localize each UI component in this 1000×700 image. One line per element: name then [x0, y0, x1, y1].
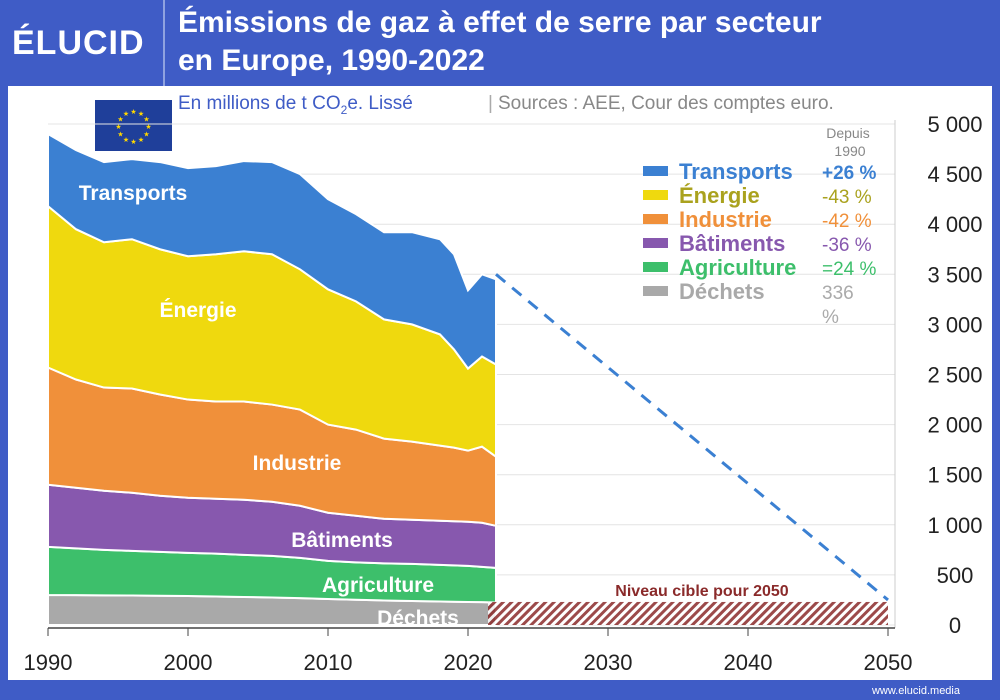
y-tick-label: 2 500: [927, 363, 982, 388]
x-tick-label: 2020: [444, 650, 493, 675]
y-tick-label: 5 000: [927, 112, 982, 137]
legend-swatch: [643, 262, 668, 272]
flag-star: ★: [130, 108, 136, 116]
area-label: Transports: [79, 182, 188, 205]
x-tick-label: 2040: [724, 650, 773, 675]
area-label: Énergie: [159, 299, 236, 322]
legend-label: Industrie: [679, 207, 772, 232]
footer-url: www.elucid.media: [871, 685, 960, 697]
legend-label: Agriculture: [679, 255, 796, 280]
title-line-1: Émissions de gaz à effet de serre par se…: [178, 6, 822, 39]
legend-change: -36 %: [822, 235, 872, 256]
area-transports: [47, 132, 497, 370]
flag-star: ★: [123, 136, 129, 144]
y-tick-label: 1 500: [927, 463, 982, 488]
legend-change: =24 %: [822, 259, 877, 280]
x-tick-label: 2030: [584, 650, 633, 675]
flag-star: ★: [138, 110, 144, 118]
legend-swatch: [643, 214, 668, 224]
flag-star: ★: [145, 123, 151, 131]
legend-change: 336%: [822, 283, 854, 328]
x-tick-label: 2010: [304, 650, 353, 675]
y-tick-label: 2 000: [927, 413, 982, 438]
eu-flag-icon: ★ ★★★★★★★★★★★: [95, 100, 172, 151]
area-label: Déchets: [377, 607, 459, 630]
target-band: [488, 601, 888, 625]
y-tick-label: 0: [949, 613, 961, 638]
elucid-logo: ÉLUCID: [12, 24, 145, 62]
legend-change: -42 %: [822, 211, 872, 232]
legend-swatch: [643, 286, 668, 296]
legend-header: Depuis: [826, 125, 870, 141]
separator: |: [488, 93, 493, 114]
flag-star: ★: [123, 110, 129, 118]
y-tick-label: 1 000: [927, 513, 982, 538]
y-tick-label: 500: [937, 563, 974, 588]
flag-star: ★: [115, 123, 121, 131]
x-tick-label: 2000: [164, 650, 213, 675]
flag-star: ★: [143, 116, 149, 124]
x-tick-label: 1990: [24, 650, 73, 675]
flag-star: ★: [117, 131, 123, 139]
area-label: Bâtiments: [291, 529, 393, 552]
flag-star: ★: [130, 138, 136, 146]
y-tick-label: 3 000: [927, 312, 982, 337]
legend-label: Déchets: [679, 279, 765, 304]
legend-change: -43 %: [822, 187, 872, 208]
y-tick-label: 4 500: [927, 162, 982, 187]
legend-header-year: 1990: [834, 143, 865, 159]
flag-star: ★: [143, 131, 149, 139]
title-line-2: en Europe, 1990-2022: [178, 44, 485, 77]
y-tick-label: 4 000: [927, 212, 982, 237]
chart-title: Émissions de gaz à effet de serre par se…: [178, 4, 978, 80]
trajectory-line: [495, 273, 889, 602]
legend-change: +26 %: [822, 163, 877, 184]
flag-star: ★: [138, 136, 144, 144]
legend-swatch: [643, 190, 668, 200]
target-label: Niveau cible pour 2050: [615, 583, 789, 600]
legend-swatch: [643, 238, 668, 248]
legend-swatch: [643, 166, 668, 176]
area-label: Agriculture: [322, 574, 434, 597]
legend-label: Transports: [679, 159, 793, 184]
flag-star: ★: [117, 116, 123, 124]
header: ÉLUCID Émissions de gaz à effet de serre…: [0, 0, 1000, 86]
area-label: Industrie: [253, 452, 342, 475]
subtitle: En millions de t CO2e. Lissé: [178, 93, 413, 117]
y-tick-label: 3 500: [927, 262, 982, 287]
x-tick-label: 2050: [864, 650, 913, 675]
header-divider: [163, 0, 165, 86]
sources: Sources : AEE, Cour des comptes euro.: [498, 93, 834, 114]
legend-label: Énergie: [679, 183, 760, 208]
legend-label: Bâtiments: [679, 231, 785, 256]
